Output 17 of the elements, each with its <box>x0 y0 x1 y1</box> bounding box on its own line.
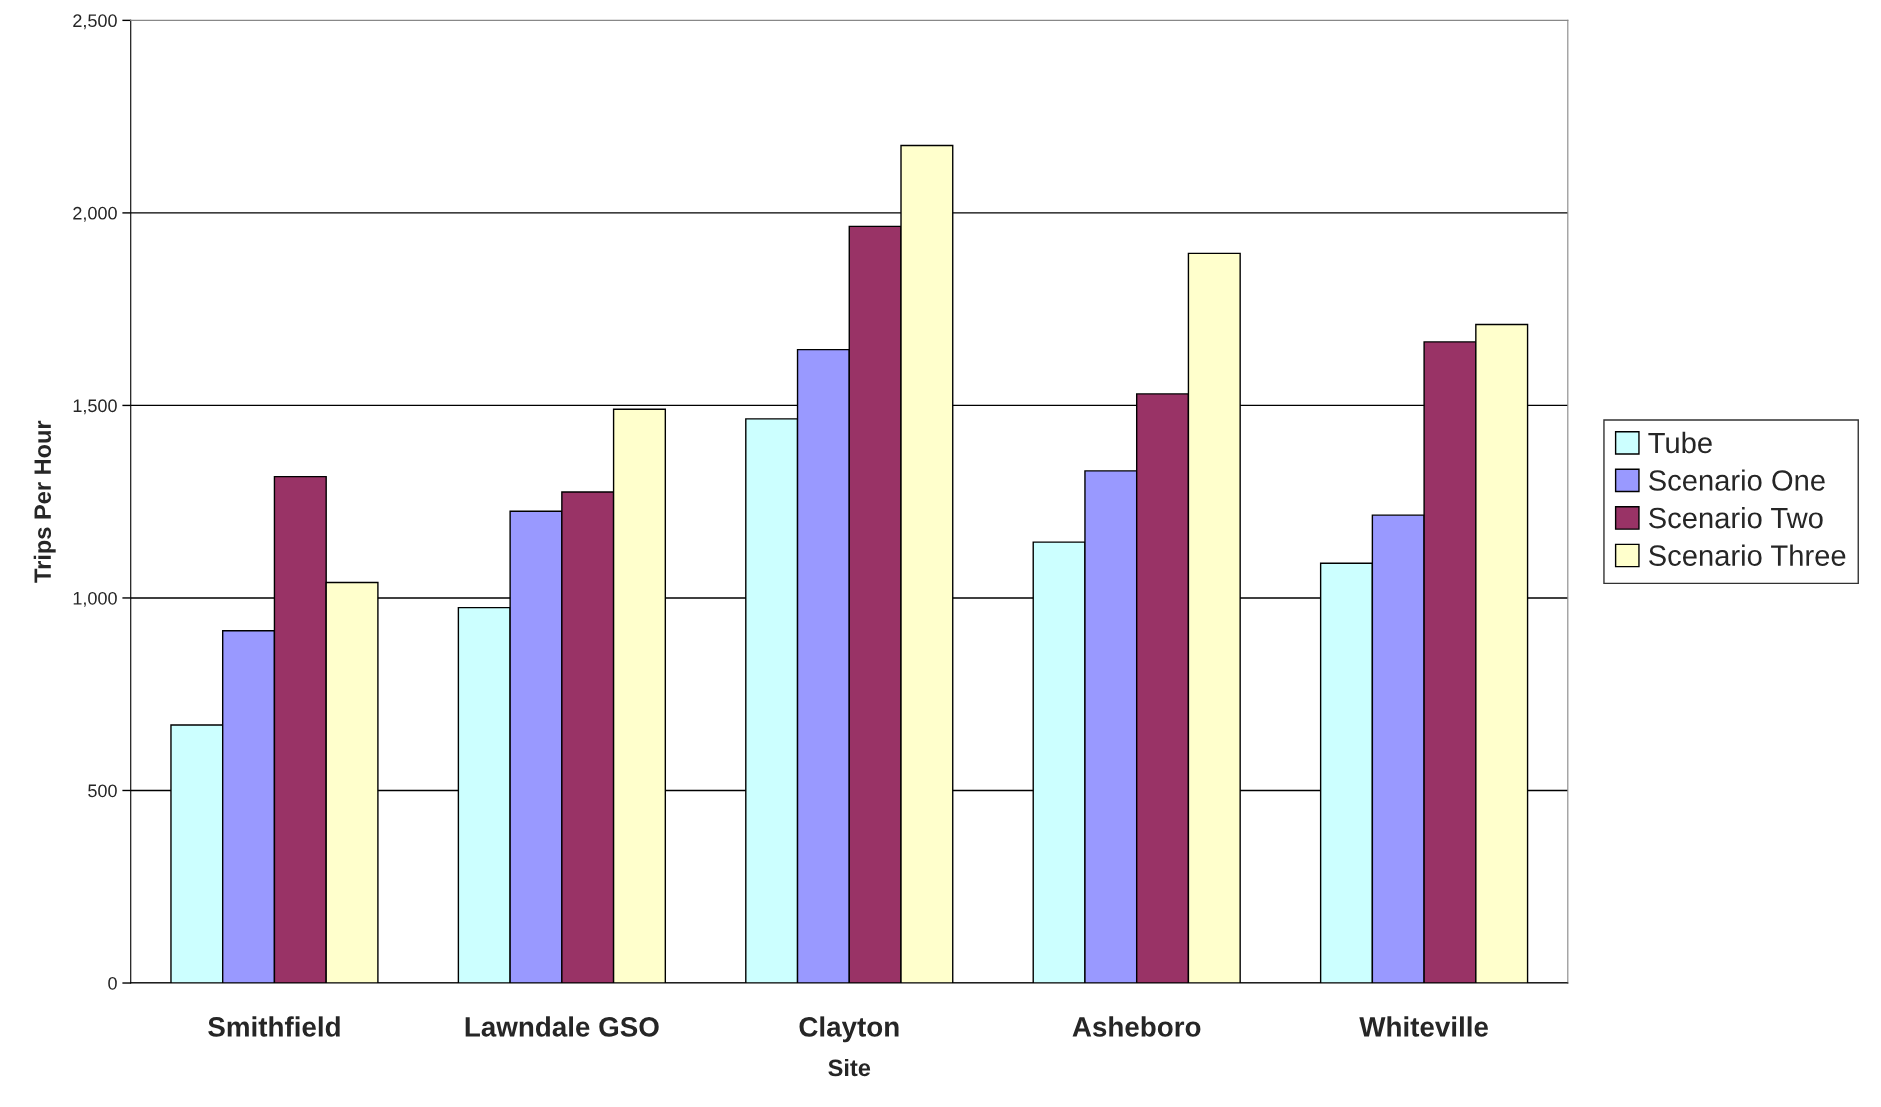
x-tick-label: Asheboro <box>1072 1016 1201 1037</box>
x-tick-label: Whiteville <box>1359 1016 1488 1037</box>
x-tick-label: Lawndale GSO <box>465 1016 659 1037</box>
y-tick-label: 2,500 <box>73 14 117 30</box>
y-tick-label: 0 <box>108 976 117 990</box>
legend-label: Scenario Two <box>1649 506 1823 529</box>
x-tick-label: Clayton <box>799 1016 899 1043</box>
y-tick-label: 500 <box>88 784 117 798</box>
y-tick-label: 2,000 <box>73 206 117 222</box>
legend-label: Tube <box>1648 431 1712 454</box>
legend-label: Scenario Three <box>1649 544 1846 566</box>
x-axis-title: Site <box>828 1058 871 1077</box>
x-tick-label: Smithfield <box>208 1016 340 1037</box>
legend-label: Scenario One <box>1649 469 1825 491</box>
y-tick-label: 1,500 <box>73 399 117 415</box>
y-tick-label: 1,000 <box>73 591 117 607</box>
y-axis-title: Trips Per Hour <box>33 420 56 583</box>
